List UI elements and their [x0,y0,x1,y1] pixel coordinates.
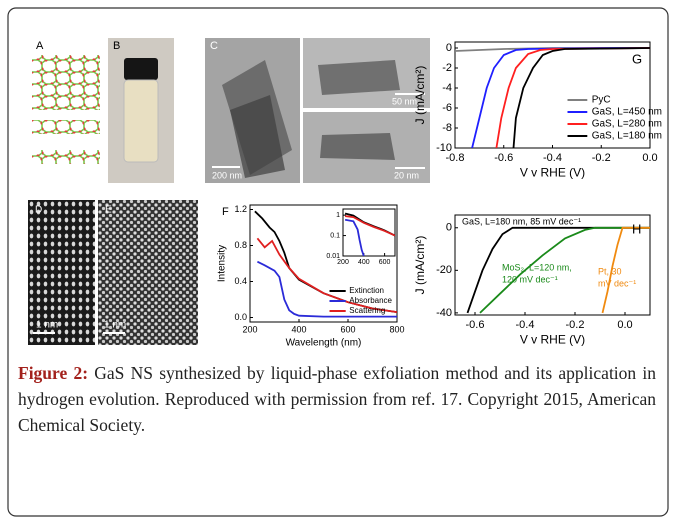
x-axis-label: V v RHE (V) [520,165,585,179]
panel-label: D [35,205,42,216]
y-tick-label: -2 [442,62,452,74]
y-tick-label: 0.4 [234,276,247,286]
lattice-side [32,150,100,164]
panel-label: B [113,40,120,52]
x-tick-label: -0.2 [592,152,611,164]
y-tick-label: 0.1 [330,232,340,239]
vial-cap [124,58,158,80]
y-tick-label: 0 [446,42,452,54]
x-axis-label: Wavelength (nm) [286,337,362,348]
legend-label: PyC [592,95,611,106]
y-tick-label: 0.01 [326,253,340,260]
x-axis-label: V v RHE (V) [520,332,585,346]
x-tick-label: -0.4 [516,319,535,331]
panel-label: E [105,205,112,216]
x-tick-label: 400 [291,324,306,334]
series-annotation: MoS₂, L=120 nm, [502,262,572,272]
y-axis-label: J (mA/cm²) [413,66,427,125]
y-tick-label: -6 [442,102,452,114]
legend-label: GaS, L=450 nm [592,107,662,118]
legend-label: GaS, L=180 nm [592,131,662,142]
y-tick-label: 0.8 [234,240,247,250]
y-tick-label: -20 [436,264,452,276]
series-annotation: Pt, 30 [598,266,622,276]
y-tick-label: -8 [442,122,452,134]
panel-label: G [632,51,642,66]
caption: Figure 2: GaS NS synthesized by liquid-p… [18,360,656,438]
x-tick-label: 600 [379,259,391,266]
x-tick-label: -0.4 [543,152,562,164]
scale-label: 200 nm [212,170,242,180]
legend-label: GaS, L=280 nm [592,119,662,130]
caption-text: GaS NS synthesized by liquid-phase exfol… [18,363,656,435]
x-tick-label: -0.2 [566,319,585,331]
scale-label: 20 nm [394,170,419,180]
figure: A B C 200 nm 50 nm 20 nm D 1 nm E 1 nm 2… [0,0,676,525]
legend-label: Absorbance [349,296,392,305]
x-tick-label: -0.6 [494,152,513,164]
scale-label: 1 nm [36,320,58,331]
flake [318,60,400,95]
y-tick-label: -40 [436,307,452,319]
vial [124,80,158,162]
panel-label: C [210,40,218,52]
x-tick-label: 200 [337,259,349,266]
scale-label: 1 nm [104,320,126,331]
caption-label: Figure 2: [18,363,88,383]
series-annotation: GaS, L=180 nm, 85 mV dec⁻¹ [462,216,581,226]
panel-label: H [632,221,641,236]
x-tick-label: 800 [389,324,404,334]
x-tick-label: 400 [358,259,370,266]
panel-label: F [222,206,229,218]
y-tick-label: -4 [442,82,452,94]
x-tick-label: 0.0 [642,152,657,164]
y-tick-label: 0.0 [234,312,247,322]
legend-label: Extinction [349,286,384,295]
y-tick-label: 1.2 [234,204,247,214]
y-tick-label: 0 [446,222,452,234]
lattice-side [32,120,100,134]
panel-label: A [36,40,44,52]
y-axis-label: Intensity [217,245,228,282]
page: A B C 200 nm 50 nm 20 nm D 1 nm E 1 nm 2… [0,0,676,525]
x-tick-label: 600 [340,324,355,334]
series-annotation: 120 mV dec⁻¹ [502,274,558,284]
x-tick-label: 0.0 [617,319,632,331]
x-tick-label: -0.6 [466,319,485,331]
y-tick-label: 1 [336,212,340,219]
flake [320,133,395,160]
y-tick-label: -10 [436,142,452,154]
series-annotation: mV dec⁻¹ [598,278,636,288]
x-tick-label: 200 [242,324,257,334]
lattice [32,55,100,110]
y-axis-label: J (mA/cm²) [413,236,427,295]
legend-label: Scattering [349,306,385,315]
